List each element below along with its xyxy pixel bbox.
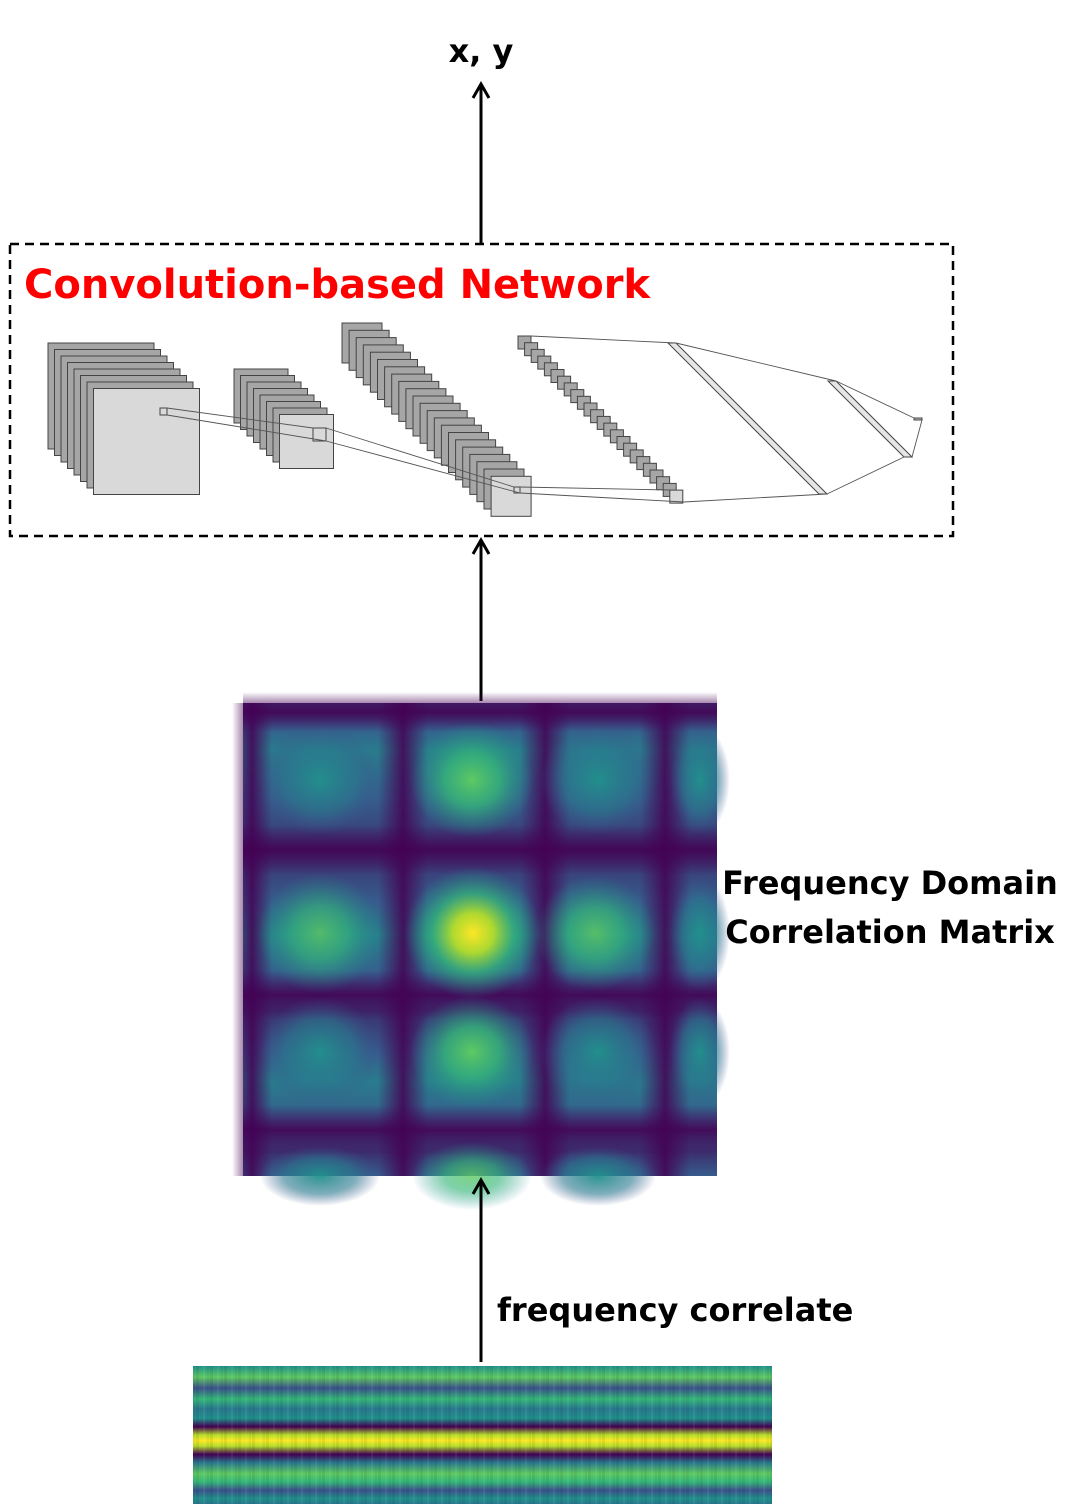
output-label: x, y [449,32,514,70]
dense-layer-1 [666,342,829,495]
connection-line [683,493,828,503]
kernel-box [312,427,327,442]
input-spectrogram [193,1366,772,1504]
arrow-up-icon [471,80,491,243]
connection-line [166,414,327,442]
kernel-box [513,486,521,494]
matrix-label-line2: Correlation Matrix [725,913,1055,951]
kernel-box [159,407,168,416]
arrow-up-icon [471,1176,491,1362]
arrow-up-icon [471,536,491,701]
connection-line [911,419,923,458]
cnn-architecture [47,322,923,517]
connection-line [166,407,314,429]
dense-layer-2 [826,380,914,458]
connection-line [675,342,837,382]
conv-layer-3-map [490,475,532,517]
connection-line [519,492,685,503]
conv-layer-1-map [93,388,200,495]
connection-line [835,380,915,419]
conv-layer-4-map [669,489,684,504]
connection-line [325,440,521,494]
connection-line [519,486,671,491]
connection-line [530,335,677,344]
connection-line [826,456,905,495]
network-box [8,242,955,538]
output-node [913,417,923,421]
connection-line [325,427,515,488]
edge-label: frequency correlate [497,1291,853,1329]
correlation-matrix-heatmap [232,692,730,1210]
network-title: Convolution-based Network [24,262,651,308]
matrix-label-line1: Frequency Domain [722,864,1058,902]
